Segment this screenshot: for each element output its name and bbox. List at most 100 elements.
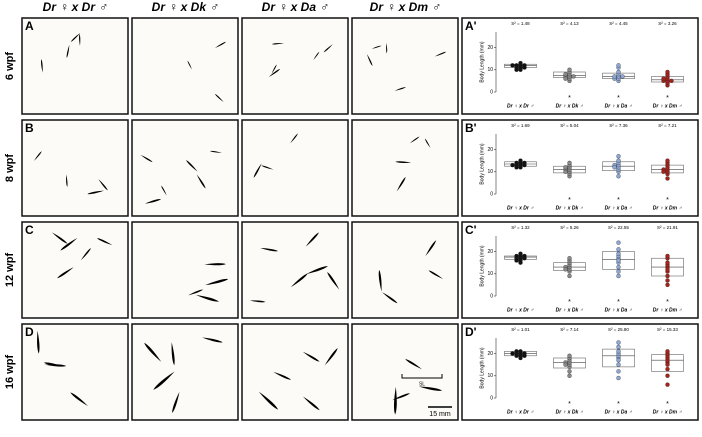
data-point: [567, 373, 572, 378]
fish: [79, 33, 81, 46]
data-point: [518, 349, 523, 354]
fish: [202, 337, 223, 343]
fish: [392, 393, 410, 401]
panel-letter: C: [25, 223, 34, 237]
significance: *: [617, 95, 620, 102]
fish: [261, 165, 274, 170]
fish: [418, 386, 443, 391]
data-point: [665, 349, 670, 354]
fish: [205, 278, 229, 286]
y-axis-label: Body Length (mm): [479, 143, 485, 184]
fish: [51, 232, 68, 244]
fish: [302, 351, 320, 362]
data-point: [616, 344, 621, 350]
data-point: [567, 353, 572, 358]
panel-letter: C': [465, 223, 477, 237]
data-point: [612, 74, 617, 79]
data-point: [616, 69, 621, 75]
fish: [96, 238, 113, 246]
fish: [80, 248, 91, 261]
significance: *: [666, 299, 669, 306]
photo-panel: [131, 221, 239, 319]
x-tick-label: Dr ♀ x Dk ♂: [556, 103, 584, 109]
fish: [258, 391, 279, 410]
y-tick-label: 20: [487, 249, 493, 255]
data-point: [616, 240, 621, 245]
data-point: [518, 158, 523, 163]
data-point: [616, 375, 621, 381]
panel-letter: B: [25, 121, 34, 135]
y-axis-label: Body Length (mm): [479, 245, 485, 286]
x-tick-label: Dr ♀ x Dm ♂: [653, 307, 683, 313]
data-point: [522, 65, 527, 70]
variance-label: S² = 21.91: [657, 225, 678, 230]
x-tick-label: Dr ♀ x Dr ♂: [507, 307, 534, 313]
fish: [306, 266, 328, 275]
fish: [273, 371, 292, 380]
y-tick-label: 10: [487, 271, 493, 277]
x-tick-label: Dr ♀ x Dk ♂: [556, 307, 584, 313]
data-point: [665, 260, 670, 265]
variance-label: S² = 1.69: [511, 123, 530, 128]
data-point: [665, 373, 670, 378]
photo-panel: [241, 17, 349, 115]
variance-label: S² = 15.33: [657, 327, 678, 332]
y-tick-label: 10: [487, 373, 493, 379]
x-tick-label: Dr ♀ x Da ♂: [605, 409, 633, 415]
y-tick-label: 20: [487, 147, 493, 153]
significance: *: [568, 197, 571, 204]
fish: [409, 136, 420, 144]
data-point: [616, 269, 621, 274]
fish: [290, 133, 298, 144]
fish: [425, 240, 437, 257]
fish: [70, 32, 81, 42]
row-label: 6 wpf: [4, 52, 16, 80]
data-point: [616, 358, 621, 363]
x-tick-label: Dr ♀ x Dk ♂: [556, 205, 584, 211]
panel-letter: B': [465, 121, 477, 135]
fish: [371, 45, 382, 49]
fish: [195, 294, 219, 302]
box: [602, 348, 635, 368]
x-tick-label: Dr ♀ x Da ♂: [605, 307, 633, 313]
data-point: [514, 349, 519, 354]
data-point: [665, 282, 670, 288]
data-point: [665, 69, 670, 75]
chart-panel: [461, 119, 699, 217]
fish: [323, 44, 333, 53]
chart-panel: [461, 323, 699, 421]
panel-letter: A: [25, 19, 34, 33]
fish: [378, 269, 382, 292]
variance-label: S² = 25.80: [608, 327, 629, 332]
fish: [302, 396, 320, 411]
fish: [214, 41, 227, 48]
y-tick-label: 0: [490, 191, 493, 197]
data-point: [665, 253, 670, 259]
y-tick-label: 20: [487, 45, 493, 51]
data-point: [665, 278, 670, 283]
data-point: [518, 60, 523, 66]
fish: [382, 292, 398, 304]
y-tick-label: 20: [487, 351, 493, 357]
photo-panel: [241, 119, 349, 217]
data-point: [567, 273, 572, 279]
photo-panel: [21, 323, 129, 421]
photo-panel: [351, 119, 459, 217]
significance: *: [568, 401, 571, 408]
y-axis-label: Body Length (mm): [479, 347, 485, 388]
data-point: [567, 160, 572, 166]
significance: *: [666, 197, 669, 204]
variance-label: S² = 4.45: [609, 21, 628, 26]
photo-panel: [131, 17, 239, 115]
photo-panel: [131, 323, 239, 421]
fish: [43, 362, 63, 367]
data-point: [612, 165, 617, 170]
variance-label: S² = 1.48: [511, 21, 530, 26]
significance: *: [568, 95, 571, 102]
data-point: [514, 63, 519, 68]
fish: [70, 392, 89, 407]
chart-panel: [461, 221, 699, 319]
data-point: [661, 169, 666, 174]
variance-label: S² = 5.26: [560, 225, 579, 230]
data-point: [669, 78, 674, 84]
